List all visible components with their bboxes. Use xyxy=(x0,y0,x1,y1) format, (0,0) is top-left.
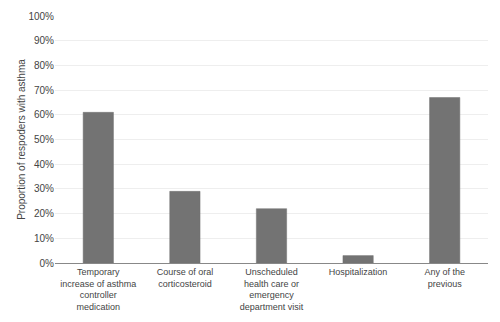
svg-text:90%: 90% xyxy=(34,35,54,46)
svg-text:20%: 20% xyxy=(34,208,54,219)
svg-text:Hospitalization: Hospitalization xyxy=(329,267,388,277)
svg-text:Proportion of respoders with a: Proportion of respoders with asthma xyxy=(16,59,27,220)
svg-text:30%: 30% xyxy=(34,183,54,194)
svg-text:80%: 80% xyxy=(34,60,54,71)
svg-text:Unscheduledhealth care oremerg: Unscheduledhealth care oremergencydepart… xyxy=(240,267,304,312)
svg-text:10%: 10% xyxy=(34,233,54,244)
svg-text:Course of oralcorticosteroid: Course of oralcorticosteroid xyxy=(157,267,214,289)
svg-text:Any of theprevious: Any of theprevious xyxy=(424,267,465,289)
svg-text:0%: 0% xyxy=(40,258,55,269)
svg-text:100%: 100% xyxy=(28,11,54,22)
svg-text:40%: 40% xyxy=(34,159,54,170)
svg-text:60%: 60% xyxy=(34,109,54,120)
svg-text:70%: 70% xyxy=(34,85,54,96)
svg-text:Temporaryincrease of asthmacon: Temporaryincrease of asthmacontrollermed… xyxy=(60,267,136,312)
svg-text:50%: 50% xyxy=(34,134,54,145)
